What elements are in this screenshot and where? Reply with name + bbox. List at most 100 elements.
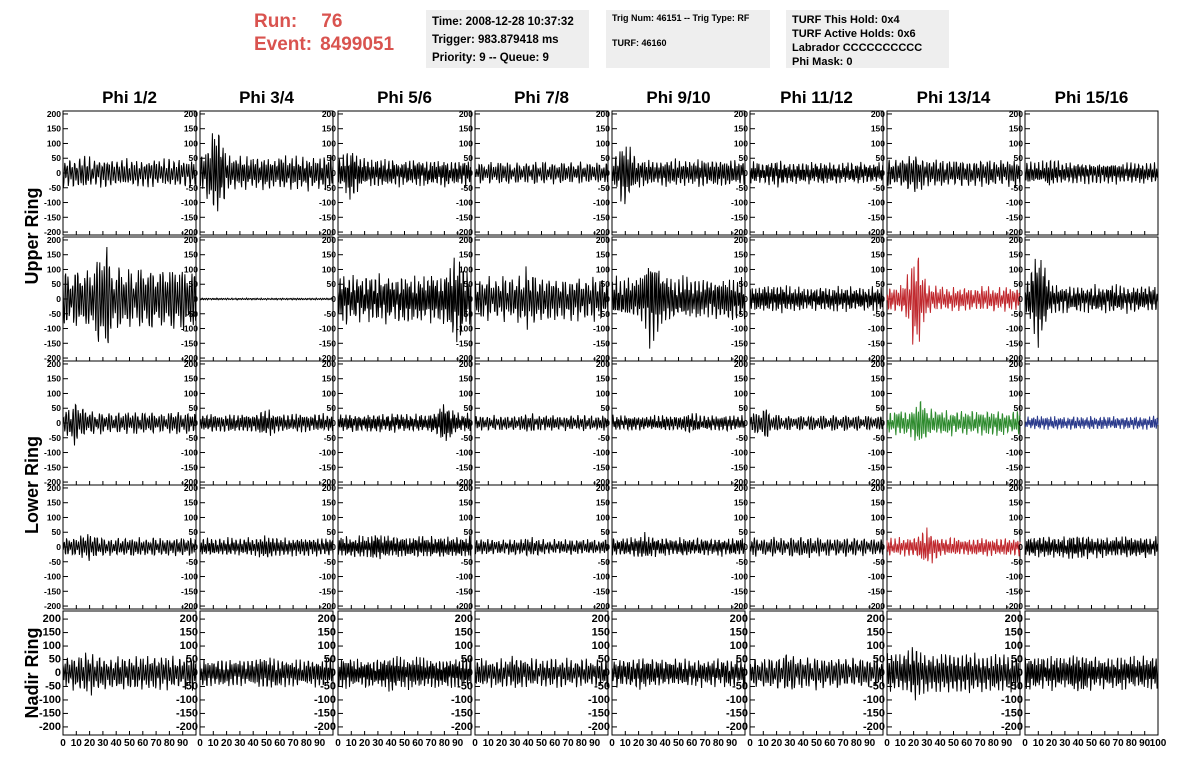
x-tick-label: 80 [988, 738, 1000, 749]
waveform-trace [611, 267, 746, 349]
waveform-trace [611, 531, 746, 558]
y-tick-label: 200 [871, 359, 885, 369]
y-tick-label: -200 [588, 721, 610, 733]
x-tick-label: 80 [439, 738, 451, 749]
y-tick-label: 0 [743, 542, 748, 552]
y-tick-label: 150 [180, 627, 198, 639]
y-tick-label: 150 [730, 627, 748, 639]
x-tick-label: 20 [221, 738, 233, 749]
y-tick-label: -100 [731, 198, 748, 208]
y-tick-label: 200 [322, 359, 336, 369]
y-tick-label: 50 [736, 654, 748, 666]
y-tick-label: -200 [44, 477, 61, 487]
y-tick-label: 200 [592, 613, 610, 625]
x-tick-label: 80 [1126, 738, 1138, 749]
y-tick-label: 0 [193, 168, 198, 178]
y-tick-label: -50 [598, 557, 611, 567]
x-tick-label: 40 [660, 738, 672, 749]
waveform-trace [199, 409, 334, 436]
y-tick-label: 100 [596, 138, 610, 148]
x-tick-label: 60 [824, 738, 836, 749]
y-tick-label: 150 [459, 250, 473, 260]
y-tick-label: 150 [734, 250, 748, 260]
y-tick-label: -200 [181, 601, 198, 611]
x-tick-label: 80 [164, 738, 176, 749]
y-tick-label: -150 [319, 462, 336, 472]
y-tick-label: -100 [868, 572, 885, 582]
y-tick-label: -50 [45, 680, 61, 692]
waveform-trace [886, 647, 1021, 701]
y-tick-label: 100 [734, 264, 748, 274]
waveform-trace [749, 536, 884, 558]
y-tick-label: 150 [1009, 498, 1023, 508]
y-tick-label: 50 [52, 527, 62, 537]
x-tick-label: 70 [975, 738, 987, 749]
y-tick-label: 150 [871, 124, 885, 134]
y-tick-label: -50 [594, 680, 610, 692]
y-tick-label: -150 [44, 586, 61, 596]
waveform-trace [337, 257, 472, 343]
x-tick-label: 80 [301, 738, 313, 749]
y-tick-label: 150 [455, 627, 473, 639]
y-tick-label: -200 [39, 721, 61, 733]
y-tick-label: 200 [1009, 483, 1023, 493]
waveform-trace [62, 652, 197, 696]
trigger-text: Trigger: 983.879418 ms [432, 34, 559, 46]
waveform-trace [62, 155, 197, 188]
x-tick-label: 80 [576, 738, 588, 749]
y-tick-label: 50 [49, 654, 61, 666]
y-tick-label: 200 [596, 483, 610, 493]
y-tick-label: -100 [456, 198, 473, 208]
y-tick-label: 150 [322, 124, 336, 134]
waveform-trace [474, 536, 609, 557]
x-tick-label: 90 [452, 738, 464, 749]
y-tick-label: -150 [726, 707, 748, 719]
x-tick-label: 10 [346, 738, 358, 749]
y-tick-label: -200 [868, 227, 885, 237]
y-tick-label: 50 [52, 153, 62, 163]
y-tick-label: -100 [1006, 572, 1023, 582]
y-tick-label: -150 [863, 707, 885, 719]
y-tick-label: 50 [324, 654, 336, 666]
x-tick-label: 0 [197, 738, 203, 749]
turf-info-box: TURF This Hold: 0x4 TURF Active Holds: 0… [786, 10, 949, 68]
y-tick-label: -50 [461, 183, 474, 193]
y-tick-label: -50 [1011, 183, 1024, 193]
y-tick-label: -50 [598, 309, 611, 319]
y-tick-label: 50 [601, 153, 611, 163]
waveform-trace [749, 409, 884, 437]
y-tick-label: -200 [319, 601, 336, 611]
y-tick-label: 200 [47, 483, 61, 493]
y-tick-label: -150 [456, 586, 473, 596]
x-tick-label: 100 [1150, 738, 1167, 749]
y-tick-label: 200 [871, 109, 885, 119]
y-tick-label: 0 [468, 542, 473, 552]
y-tick-label: -50 [1011, 557, 1024, 567]
waveform-trace [62, 403, 197, 446]
y-tick-label: 200 [867, 613, 885, 625]
y-tick-label: 50 [739, 527, 749, 537]
run-value: 76 [321, 11, 343, 32]
trig-num-text: Trig Num: 46151 -- Trig Type: RF [612, 13, 750, 23]
y-tick-label: -150 [456, 338, 473, 348]
y-tick-label: 200 [1009, 109, 1023, 119]
y-tick-label: 100 [47, 388, 61, 398]
y-tick-label: -50 [186, 309, 199, 319]
y-tick-label: -200 [593, 477, 610, 487]
y-tick-label: 100 [596, 512, 610, 522]
y-tick-label: 50 [327, 279, 337, 289]
y-tick-label: 50 [52, 403, 62, 413]
y-tick-label: 0 [467, 667, 473, 679]
y-tick-label: 100 [459, 264, 473, 274]
y-tick-label: 200 [43, 613, 61, 625]
y-tick-label: 100 [459, 138, 473, 148]
y-tick-label: -150 [456, 212, 473, 222]
y-tick-label: 200 [459, 359, 473, 369]
y-tick-label: -50 [1007, 680, 1023, 692]
time-text: Time: 2008-12-28 10:37:32 [432, 16, 574, 28]
waveform-trace [199, 133, 334, 212]
y-tick-label: -100 [726, 694, 748, 706]
x-tick-label: 90 [589, 738, 601, 749]
y-tick-label: -200 [593, 601, 610, 611]
event-value: 8499051 [320, 34, 395, 55]
